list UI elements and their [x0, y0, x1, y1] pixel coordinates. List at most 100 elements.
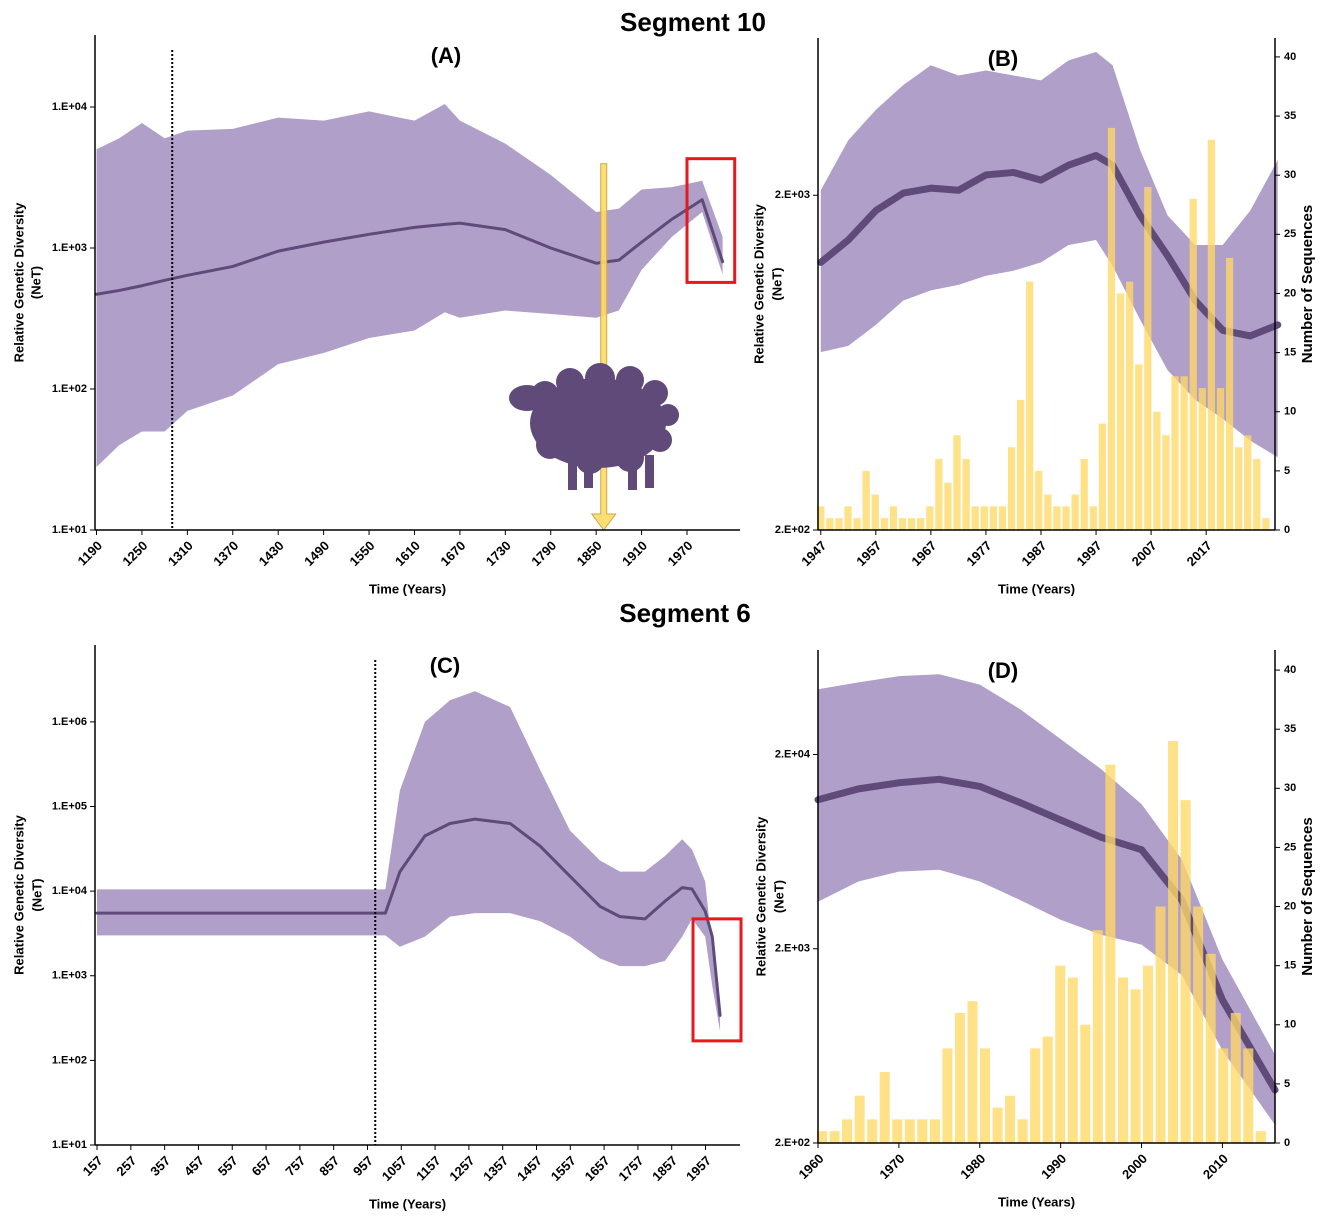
y2-tick-label: 35 — [1284, 723, 1296, 735]
bar — [1030, 1048, 1040, 1143]
bar — [881, 518, 888, 530]
y2-tick-label: 30 — [1284, 169, 1296, 181]
segment-heading: Segment 6 — [619, 598, 751, 628]
y-tick-label: 2.E+03 — [775, 189, 810, 201]
y-tick-label: 1.E+01 — [52, 1139, 87, 1151]
bar — [1108, 128, 1115, 530]
y2-tick-label: 40 — [1284, 51, 1296, 63]
bar — [1093, 930, 1103, 1143]
bar — [1171, 376, 1178, 530]
y2-tick-label: 15 — [1284, 960, 1296, 972]
bar — [981, 506, 988, 530]
y-axis-label: Relative Genetic Diversity — [11, 202, 26, 362]
bar — [1044, 495, 1051, 530]
bar — [1156, 907, 1166, 1143]
bar — [1135, 364, 1142, 530]
bar — [844, 506, 851, 530]
bar — [863, 471, 870, 530]
y-tick-label: 1.E+04 — [52, 885, 88, 897]
bar — [926, 506, 933, 530]
bar — [1068, 977, 1078, 1143]
y2-axis-label: Number of Sequences — [1299, 205, 1316, 363]
y2-axis-label: Number of Sequences — [1299, 817, 1316, 975]
bar — [1143, 966, 1153, 1143]
bar — [830, 1131, 840, 1143]
y-tick-label: 1.E+02 — [52, 383, 87, 395]
bar — [890, 506, 897, 530]
y2-tick-label: 20 — [1284, 900, 1296, 912]
y-axis-label: Relative Genetic Diversity — [11, 814, 26, 974]
bar — [1080, 1025, 1090, 1143]
y-tick-label: 1.E+01 — [52, 524, 87, 536]
bar — [930, 1119, 940, 1143]
y-tick-label: 1.E+02 — [52, 1054, 87, 1066]
bar — [880, 1072, 890, 1143]
y-tick-label: 1.E+05 — [52, 800, 87, 812]
y-tick-label: 1.E+04 — [52, 101, 88, 113]
bar — [1218, 1048, 1228, 1143]
y2-tick-label: 20 — [1284, 287, 1296, 299]
bar — [944, 483, 951, 530]
y2-tick-label: 25 — [1284, 228, 1296, 240]
bar — [1226, 258, 1233, 530]
bar — [1153, 412, 1160, 530]
bar — [917, 1119, 927, 1143]
y-tick-label: 1.E+03 — [52, 970, 87, 982]
chart-title: (B) — [988, 46, 1019, 71]
bar — [1017, 400, 1024, 530]
y2-tick-label: 15 — [1284, 347, 1296, 359]
bar — [1018, 1119, 1028, 1143]
bar — [867, 1119, 877, 1143]
bar — [1162, 435, 1169, 530]
y-axis-label: (NeT) — [769, 267, 784, 300]
bar — [1193, 907, 1203, 1143]
bar — [990, 506, 997, 530]
y-axis-label: (NeT) — [771, 880, 786, 913]
bar — [955, 1013, 965, 1143]
bar — [980, 1048, 990, 1143]
bar — [1244, 435, 1251, 530]
y2-tick-label: 5 — [1284, 1078, 1290, 1090]
figure: Segment 10 Segment 6 1190125013101370143… — [0, 0, 1325, 1213]
bar — [1090, 506, 1097, 530]
bar — [1035, 471, 1042, 530]
bar — [835, 518, 842, 530]
bar — [872, 495, 879, 530]
bar — [855, 1096, 865, 1143]
x-axis-label: Time (Years) — [998, 581, 1075, 596]
bar — [1105, 765, 1115, 1143]
bar — [899, 518, 906, 530]
bar — [1026, 282, 1033, 530]
bar — [1253, 459, 1260, 530]
y2-tick-label: 30 — [1284, 782, 1296, 794]
bar — [962, 459, 969, 530]
bar — [1118, 977, 1128, 1143]
y-axis-label: Relative Genetic Diversity — [753, 816, 768, 976]
bar — [1055, 966, 1065, 1143]
y-axis-label: Relative Genetic Diversity — [751, 203, 766, 363]
bar — [853, 518, 860, 530]
bar — [1130, 989, 1140, 1143]
x-axis-label: Time (Years) — [998, 1194, 1075, 1209]
bar — [1243, 1048, 1253, 1143]
bar — [1190, 199, 1197, 530]
bar — [935, 459, 942, 530]
bar — [1262, 518, 1269, 530]
bar — [1008, 447, 1015, 530]
bar — [1053, 506, 1060, 530]
bar — [826, 518, 833, 530]
bar — [1126, 282, 1133, 530]
x-axis-label: Time (Years) — [369, 1196, 446, 1211]
bar — [1062, 506, 1069, 530]
y2-tick-label: 0 — [1284, 1137, 1290, 1149]
bar — [1208, 140, 1215, 530]
bar — [1256, 1131, 1266, 1143]
bar — [972, 506, 979, 530]
y2-tick-label: 25 — [1284, 841, 1296, 853]
bar — [942, 1048, 952, 1143]
y2-tick-label: 0 — [1284, 524, 1290, 536]
bar — [967, 1001, 977, 1143]
bar — [842, 1119, 852, 1143]
chart-title: (A) — [431, 43, 462, 68]
bar — [1217, 388, 1224, 530]
